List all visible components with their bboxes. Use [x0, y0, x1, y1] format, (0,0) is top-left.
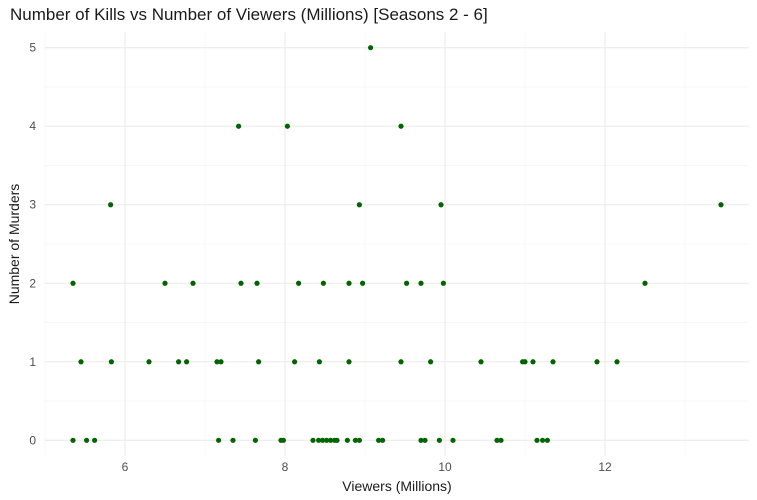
y-axis-title: Number of Murders — [6, 184, 22, 305]
x-tick-label: 12 — [598, 460, 612, 474]
data-point — [70, 280, 76, 286]
data-point — [218, 359, 224, 365]
data-point — [718, 202, 724, 208]
data-point — [398, 123, 404, 129]
data-point — [498, 437, 504, 443]
data-point — [316, 437, 322, 443]
grid-lines — [44, 32, 749, 456]
data-point — [522, 359, 528, 365]
data-point — [216, 437, 222, 443]
y-tick-label: 5 — [29, 41, 36, 55]
data-point — [146, 359, 152, 365]
x-tick-label: 10 — [438, 460, 452, 474]
y-tick-label: 0 — [29, 433, 36, 447]
data-point — [360, 280, 366, 286]
data-point — [230, 437, 236, 443]
data-point — [70, 437, 76, 443]
data-point — [540, 437, 546, 443]
data-point — [346, 280, 352, 286]
data-point — [254, 280, 260, 286]
data-point — [92, 437, 98, 443]
data-point — [398, 359, 404, 365]
data-point — [214, 359, 220, 365]
data-point — [256, 359, 262, 365]
data-point — [418, 437, 424, 443]
data-point — [478, 359, 484, 365]
y-tick-label: 4 — [29, 119, 36, 133]
data-point — [84, 437, 90, 443]
data-point — [376, 437, 382, 443]
data-point — [368, 45, 374, 51]
data-point — [316, 359, 322, 365]
data-point — [428, 359, 434, 365]
data-point — [238, 280, 244, 286]
data-point — [494, 437, 500, 443]
data-point — [252, 437, 258, 443]
data-point — [614, 359, 620, 365]
data-point — [356, 437, 362, 443]
data-point — [550, 359, 556, 365]
data-point — [324, 437, 330, 443]
data-point — [594, 359, 600, 365]
data-point — [356, 202, 362, 208]
data-point — [530, 359, 536, 365]
x-tick-label: 8 — [282, 460, 289, 474]
data-point — [328, 437, 334, 443]
y-tick-label: 2 — [29, 276, 36, 290]
data-point — [284, 123, 290, 129]
data-point — [78, 359, 84, 365]
data-point — [436, 437, 442, 443]
data-point — [440, 280, 446, 286]
data-point — [418, 280, 424, 286]
data-point — [310, 437, 316, 443]
data-point — [292, 359, 298, 365]
data-point — [404, 280, 410, 286]
data-point — [380, 437, 386, 443]
data-point — [176, 359, 182, 365]
data-points — [70, 45, 724, 443]
x-tick-label: 6 — [122, 460, 129, 474]
data-point — [108, 359, 114, 365]
data-point — [190, 280, 196, 286]
data-point — [346, 359, 352, 365]
data-point — [236, 123, 242, 129]
data-point — [334, 437, 340, 443]
data-point — [422, 437, 428, 443]
data-point — [438, 202, 444, 208]
data-point — [280, 437, 286, 443]
y-tick-label: 3 — [29, 198, 36, 212]
data-point — [162, 280, 168, 286]
data-point — [108, 202, 114, 208]
data-point — [296, 280, 302, 286]
data-point — [544, 437, 551, 443]
data-point — [450, 437, 456, 443]
data-point — [320, 437, 326, 443]
data-point — [642, 280, 648, 286]
y-tick-label: 1 — [29, 355, 36, 369]
data-point — [534, 437, 540, 443]
data-point — [344, 437, 350, 443]
chart-title: Number of Kills vs Number of Viewers (Mi… — [10, 5, 488, 24]
data-point — [184, 359, 190, 365]
data-point — [320, 280, 326, 286]
x-axis-title: Viewers (Millions) — [342, 478, 451, 494]
data-point — [352, 437, 358, 443]
